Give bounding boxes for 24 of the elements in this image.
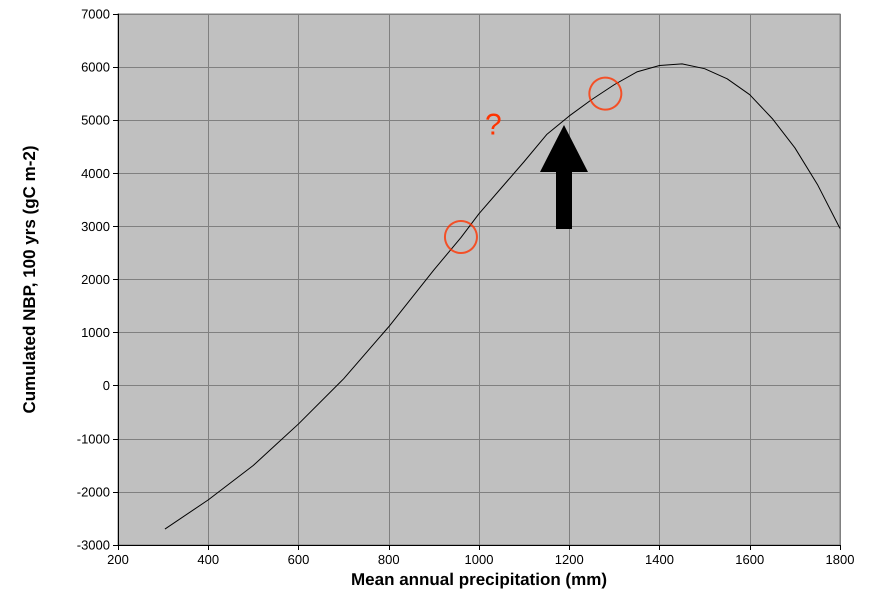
x-tick-label: 1400 (645, 552, 674, 567)
y-tick-label: 4000 (81, 166, 110, 181)
x-tick-label: 1200 (554, 552, 584, 567)
annotation: ? (485, 108, 502, 142)
x-tick-label: 400 (197, 552, 220, 567)
x-tick-label: 600 (288, 552, 310, 567)
x-tick-label: 1600 (735, 552, 764, 567)
y-tick-label: 5000 (81, 112, 110, 128)
y-tick-label: -1000 (76, 431, 110, 446)
y-tick-label: 1000 (81, 325, 110, 340)
y-tick-label: 7000 (81, 6, 110, 22)
x-tick-label: 1000 (464, 552, 494, 567)
x-tick-label: 200 (107, 552, 129, 567)
x-tick-label: 1800 (826, 552, 854, 567)
x-axis-title: Mean annual precipitation (mm) (351, 570, 607, 589)
y-tick-label: 2000 (81, 272, 110, 287)
x-tick-label: 800 (378, 552, 400, 567)
y-tick-label: -3000 (76, 538, 110, 552)
y-tick-label: -2000 (76, 484, 110, 500)
y-tick-label: 6000 (81, 60, 110, 75)
y-axis-title: Cumulated NBP, 100 yrs (gC m-2) (20, 146, 39, 414)
y-tick-label: 0 (102, 378, 110, 394)
y-tick-label: 3000 (81, 218, 110, 234)
line-series (164, 63, 840, 530)
